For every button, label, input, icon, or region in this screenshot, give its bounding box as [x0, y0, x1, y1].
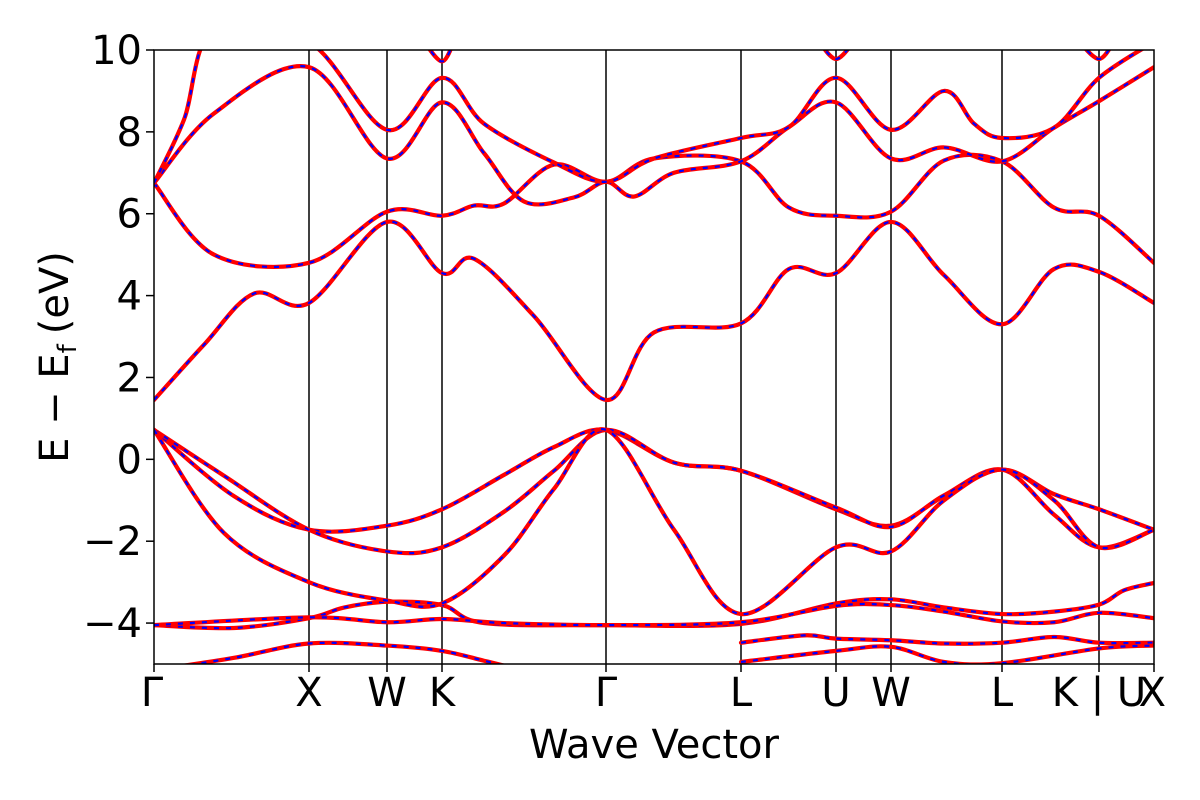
band-line-blue-dashed — [823, 50, 849, 61]
y-axis-label-sub: f — [53, 343, 83, 353]
band-line-red — [154, 219, 1154, 403]
bands-layer — [154, 50, 1154, 664]
x-tick-label: W — [871, 670, 911, 716]
band-line-blue-dashed — [428, 50, 452, 63]
y-tick-label: 4 — [117, 274, 142, 320]
x-tick-label: X — [295, 670, 322, 716]
x-tick-label: X — [1139, 670, 1166, 716]
x-tick-label: Γ — [141, 670, 164, 716]
band-line-blue-dashed — [154, 153, 1154, 268]
band-line-red — [154, 152, 1154, 269]
y-axis-label-main: E − E — [32, 353, 78, 463]
band-line-blue-dashed — [154, 50, 1143, 184]
band-line-red — [154, 427, 1154, 556]
x-tick-label: L — [730, 670, 753, 716]
x-tick-label: L — [991, 670, 1014, 716]
x-axis-label: Wave Vector — [529, 722, 780, 768]
band-line-red — [154, 427, 1154, 617]
x-tick-label: W — [367, 670, 407, 716]
y-tick-label: 2 — [117, 355, 142, 401]
x-tick-label: U — [821, 670, 850, 716]
band-line-red — [154, 427, 1154, 534]
band-line-red — [181, 640, 507, 664]
plot-frame — [153, 49, 1155, 665]
band-line-blue-dashed — [154, 428, 1154, 555]
band-line-blue-dashed — [740, 644, 1154, 664]
y-tick-label: −4 — [83, 601, 142, 647]
band-line-red — [154, 601, 1154, 628]
y-tick-label: 8 — [117, 110, 142, 156]
y-axis-label: E − Ef (eV) — [32, 251, 83, 463]
band-line-blue-dashed — [154, 428, 1154, 616]
band-line-blue-dashed — [154, 428, 1154, 533]
y-tick-label: −2 — [83, 519, 142, 565]
y-tick-label: 6 — [117, 192, 142, 238]
y-axis-ticks: −4 −2 0 2 4 6 8 10 — [83, 28, 154, 647]
y-axis-label-unit: (eV) — [32, 251, 78, 334]
band-line-blue-dashed — [154, 220, 1154, 402]
band-line-blue-dashed — [154, 581, 1154, 630]
x-tick-label: K | U — [1052, 670, 1146, 716]
band-line-blue-dashed — [1085, 50, 1111, 61]
y-tick-label: 0 — [117, 437, 142, 483]
x-tick-label: Γ — [595, 670, 618, 716]
band-line-red — [154, 64, 1154, 207]
band-line-blue-dashed — [740, 634, 1154, 645]
x-tick-label: K — [429, 670, 457, 716]
y-tick-label: 10 — [91, 28, 142, 74]
band-line-blue-dashed — [187, 641, 503, 664]
kpath-dividers — [308, 50, 1100, 664]
